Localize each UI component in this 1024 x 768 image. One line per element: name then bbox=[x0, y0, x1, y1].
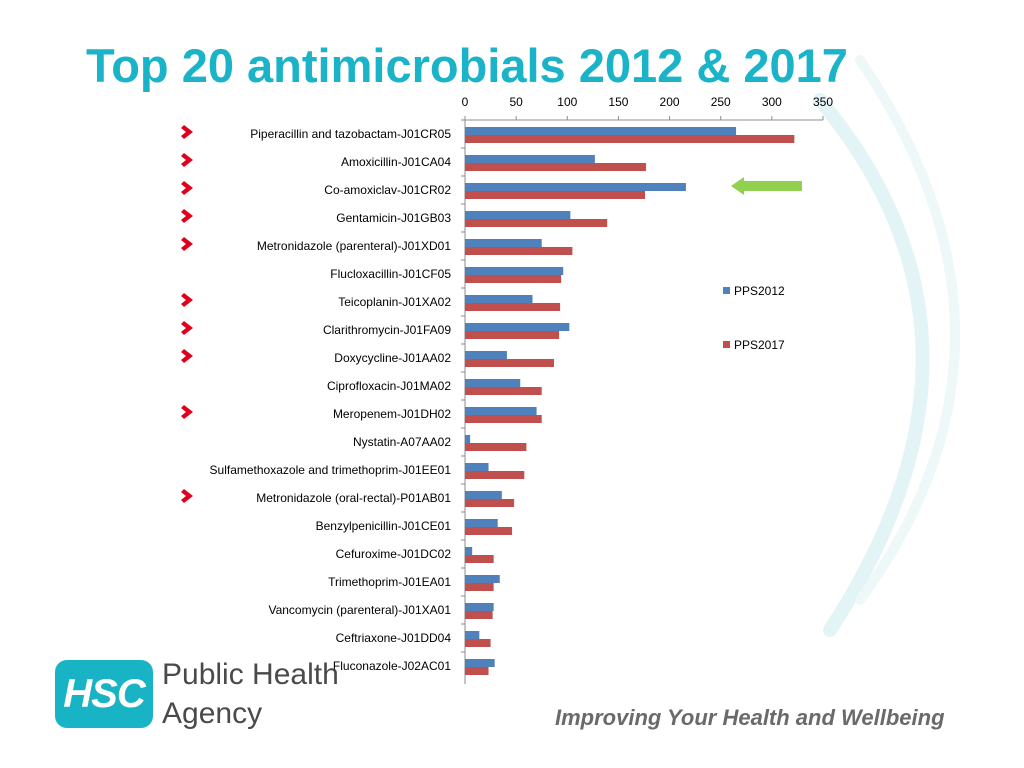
category-label: Trimethoprim-J01EA01 bbox=[328, 575, 451, 589]
bar-pps2012 bbox=[465, 575, 500, 583]
highlight-arrow bbox=[731, 177, 802, 195]
x-tick-label: 100 bbox=[557, 95, 577, 109]
bar-pps2012 bbox=[465, 351, 507, 359]
decorative-arc bbox=[813, 55, 960, 637]
bar-pps2012 bbox=[465, 659, 495, 667]
chevron-right-icon bbox=[181, 405, 193, 419]
category-label: Piperacillin and tazobactam-J01CR05 bbox=[250, 127, 451, 141]
category-label: Vancomycin (parenteral)-J01XA01 bbox=[268, 603, 451, 617]
hsc-logo: HSC bbox=[55, 660, 153, 728]
chevron-right-icon bbox=[181, 489, 193, 503]
bar-pps2012 bbox=[465, 407, 537, 415]
x-tick-label: 50 bbox=[509, 95, 523, 109]
bar-chart: 0 50 100 150 200 250 300 350 Piperacillin and t… bbox=[181, 95, 833, 684]
legend-swatch-pps2017 bbox=[723, 341, 730, 348]
bar-pps2017 bbox=[465, 387, 542, 395]
bar-pps2017 bbox=[465, 471, 525, 479]
org-name-line1: Public Health bbox=[162, 658, 339, 691]
bar-pps2012 bbox=[465, 295, 533, 303]
bar-pps2012 bbox=[465, 155, 595, 163]
org-name-line2: Agency bbox=[162, 697, 263, 730]
category-label: Clarithromycin-J01FA09 bbox=[323, 323, 451, 337]
category-label: Gentamicin-J01GB03 bbox=[336, 211, 451, 225]
bar-pps2017 bbox=[465, 359, 554, 367]
category-label: Meropenem-J01DH02 bbox=[333, 407, 451, 421]
chevron-right-icon bbox=[181, 349, 193, 363]
x-tick-label: 150 bbox=[608, 95, 628, 109]
category-label: Ceftriaxone-J01DD04 bbox=[336, 631, 452, 645]
bar-pps2012 bbox=[465, 267, 564, 275]
bar-pps2017 bbox=[465, 415, 542, 423]
bar-pps2012 bbox=[465, 547, 473, 555]
arrow-left-icon bbox=[731, 177, 802, 195]
category-label: Nystatin-A07AA02 bbox=[353, 435, 451, 449]
chevron-right-icon bbox=[181, 321, 193, 335]
category-label: Benzylpenicillin-J01CE01 bbox=[316, 519, 452, 533]
bar-pps2017 bbox=[465, 275, 562, 283]
category-labels: Piperacillin and tazobactam-J01CR05 Amoxi… bbox=[210, 127, 452, 673]
category-label: Ciprofloxacin-J01MA02 bbox=[327, 379, 451, 393]
row-markers bbox=[181, 125, 193, 503]
bar-pps2017 bbox=[465, 555, 494, 563]
bar-pps2017 bbox=[465, 583, 494, 591]
bar-pps2012 bbox=[465, 519, 498, 527]
bar-pps2017 bbox=[465, 219, 608, 227]
bar-pps2012 bbox=[465, 239, 542, 247]
slide-title: Top 20 antimicrobials 2012 & 2017 bbox=[86, 39, 848, 92]
bar-pps2012 bbox=[465, 323, 570, 331]
bar-pps2017 bbox=[465, 499, 515, 507]
bar-pps2017 bbox=[465, 163, 647, 171]
bar-pps2012 bbox=[465, 603, 494, 611]
category-label: Co-amoxiclav-J01CR02 bbox=[324, 183, 451, 197]
x-tick-label: 0 bbox=[462, 95, 469, 109]
logo-text: HSC bbox=[63, 672, 145, 716]
bar-pps2017 bbox=[465, 611, 493, 619]
bar-pps2012 bbox=[465, 435, 471, 443]
chevron-right-icon bbox=[181, 125, 193, 139]
bar-pps2017 bbox=[465, 331, 560, 339]
legend-swatch-pps2012 bbox=[723, 287, 730, 294]
bar-pps2012 bbox=[465, 379, 521, 387]
category-label: Doxycycline-J01AA02 bbox=[334, 351, 451, 365]
legend-label-pps2012: PPS2012 bbox=[734, 284, 785, 298]
category-label: Metronidazole (parenteral)-J01XD01 bbox=[257, 239, 451, 253]
category-label: Fluconazole-J02AC01 bbox=[333, 659, 451, 673]
x-tick-label: 250 bbox=[711, 95, 731, 109]
chevron-right-icon bbox=[181, 293, 193, 307]
category-label: Flucloxacillin-J01CF05 bbox=[330, 267, 451, 281]
category-label: Metronidazole (oral-rectal)-P01AB01 bbox=[256, 491, 451, 505]
bar-pps2012 bbox=[465, 491, 502, 499]
chevron-right-icon bbox=[181, 209, 193, 223]
category-label: Teicoplanin-J01XA02 bbox=[338, 295, 451, 309]
bar-pps2012 bbox=[465, 183, 686, 191]
x-tick-label: 300 bbox=[762, 95, 782, 109]
chevron-right-icon bbox=[181, 153, 193, 167]
bar-pps2017 bbox=[465, 191, 646, 199]
bar-pps2012 bbox=[465, 211, 571, 219]
chevron-right-icon bbox=[181, 237, 193, 251]
bar-pps2012 bbox=[465, 127, 737, 135]
legend: PPS2012 PPS2017 bbox=[723, 284, 785, 352]
bar-pps2017 bbox=[465, 135, 795, 143]
bar-pps2012 bbox=[465, 631, 480, 639]
bar-pps2017 bbox=[465, 247, 573, 255]
bars bbox=[465, 127, 795, 675]
bar-pps2017 bbox=[465, 527, 513, 535]
category-label: Sulfamethoxazole and trimethoprim-J01EE0… bbox=[210, 463, 452, 477]
bar-pps2017 bbox=[465, 303, 561, 311]
bar-pps2017 bbox=[465, 639, 491, 647]
bar-pps2017 bbox=[465, 667, 489, 675]
x-tick-label: 200 bbox=[660, 95, 680, 109]
category-label: Cefuroxime-J01DC02 bbox=[336, 547, 452, 561]
tagline: Improving Your Health and Wellbeing bbox=[555, 705, 945, 730]
legend-label-pps2017: PPS2017 bbox=[734, 338, 785, 352]
bar-pps2017 bbox=[465, 443, 527, 451]
x-tick-label: 350 bbox=[813, 95, 833, 109]
category-label: Amoxicillin-J01CA04 bbox=[341, 155, 451, 169]
chevron-right-icon bbox=[181, 181, 193, 195]
bar-pps2012 bbox=[465, 463, 489, 471]
